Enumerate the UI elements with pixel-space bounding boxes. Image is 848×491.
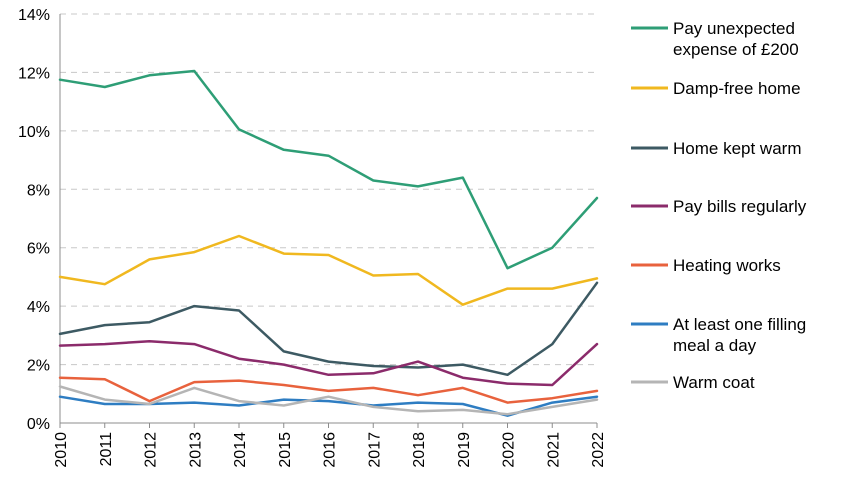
x-tick-label: 2014	[232, 432, 249, 468]
legend-label-0: expense of £200	[673, 40, 799, 59]
y-tick-label: 12%	[18, 65, 50, 82]
x-tick-label: 2017	[366, 432, 383, 468]
x-tick-label: 2015	[277, 432, 294, 468]
x-tick-label: 2011	[98, 432, 115, 467]
x-tick-label: 2012	[143, 432, 160, 468]
legend-label-5: meal a day	[673, 336, 757, 355]
series-line-1	[58, 234, 599, 306]
x-tick-label: 2010	[53, 432, 70, 468]
x-tick-label: 2016	[322, 432, 339, 468]
y-tick-label: 10%	[18, 124, 50, 141]
legend-label-6: Warm coat	[673, 373, 755, 392]
legend-label-4: Heating works	[673, 256, 781, 275]
series-line-4	[58, 376, 599, 404]
y-tick-label: 6%	[27, 241, 50, 258]
series-line-3	[58, 339, 599, 387]
y-tick-labels: 0% 2% 4% 6% 8% 10% 12% 14%	[18, 7, 50, 433]
legend: Pay unexpected expense of £200 Damp-free h…	[631, 19, 807, 392]
x-tick-label: 2022	[590, 432, 607, 468]
y-tick-label: 8%	[27, 182, 50, 199]
y-tick-label: 4%	[27, 299, 50, 316]
legend-label-0: Pay unexpected	[673, 19, 795, 38]
x-tick-label: 2018	[411, 432, 428, 468]
y-tick-label: 0%	[27, 416, 50, 433]
series-line-2	[58, 281, 599, 377]
x-tick-labels: 2010 2011 2012 2013 2014 2015 2016 2017 2018 2019…	[53, 432, 607, 468]
data-series	[58, 69, 599, 417]
x-tick-label: 2013	[187, 432, 204, 468]
legend-label-1: Damp-free home	[673, 79, 801, 98]
legend-label-5: At least one filling	[673, 315, 806, 334]
legend-label-3: Pay bills regularly	[673, 197, 807, 216]
x-tick-label: 2020	[501, 432, 518, 468]
x-tick-label: 2021	[545, 432, 562, 468]
y-tick-label: 14%	[18, 7, 50, 24]
y-tick-label: 2%	[27, 358, 50, 375]
series-line-0	[58, 69, 599, 270]
series-line-6	[58, 385, 599, 416]
grid-lines	[60, 13, 597, 366]
legend-label-2: Home kept warm	[673, 139, 801, 158]
x-tick-label: 2019	[456, 432, 473, 468]
axes	[59, 14, 598, 428]
